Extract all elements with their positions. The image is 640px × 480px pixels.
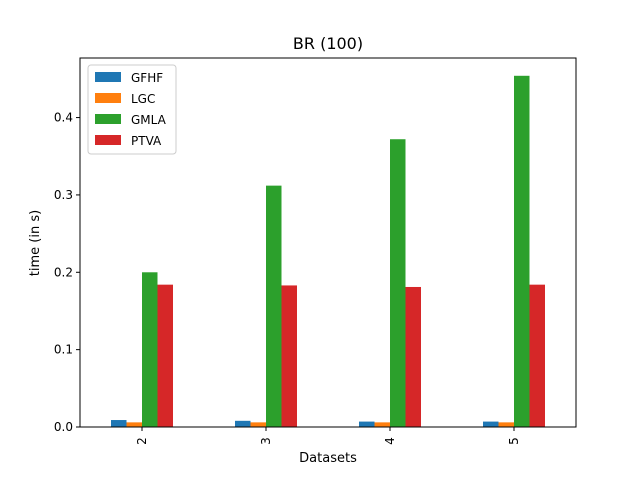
- x-tick-label: 3: [259, 437, 273, 445]
- bar-ptva-5: [529, 284, 545, 427]
- legend-box: [87, 64, 177, 155]
- bar-ptva-3: [281, 285, 297, 427]
- bar-ptva-4: [405, 286, 421, 427]
- legend-label-lgc: LGC: [131, 92, 155, 106]
- bar-gmla-3: [266, 185, 282, 427]
- x-axis-label: Datasets: [299, 451, 357, 466]
- legend-swatch-gmla: [95, 114, 121, 124]
- bar-gfhf-3: [235, 420, 251, 427]
- bar-gmla-4: [390, 139, 406, 427]
- y-tick-label: 0.0: [54, 420, 73, 434]
- legend-swatch-lgc: [95, 93, 121, 103]
- bar-lgc-3: [250, 422, 266, 427]
- legend-swatch-gfhf: [95, 72, 121, 82]
- bar-gmla-2: [142, 272, 158, 427]
- legend-label-gfhf: GFHF: [131, 71, 163, 85]
- legend: GFHF LGC GMLA PTVA: [87, 64, 177, 155]
- y-tick-label: 0.2: [54, 265, 73, 279]
- bar-gfhf-5: [483, 421, 499, 427]
- bar-lgc-5: [498, 422, 514, 427]
- bar-lgc-2: [126, 422, 142, 427]
- y-tick-label: 0.1: [54, 343, 73, 357]
- bar-gfhf-2: [111, 420, 127, 427]
- x-tick-label: 4: [383, 437, 397, 445]
- x-tick-label: 2: [135, 437, 149, 445]
- y-tick-label: 0.3: [54, 188, 73, 202]
- bar-gfhf-4: [359, 421, 375, 427]
- chart-title: BR (100): [293, 34, 363, 53]
- axes-frame: [79, 57, 577, 428]
- y-axis-label: time (in s): [28, 210, 43, 276]
- bar-ptva-2: [157, 284, 173, 427]
- y-tick-label: 0.4: [54, 111, 73, 125]
- plot-area: 0.0 0.1 0.2 0.3 0.4 2 3 4 5: [54, 57, 577, 445]
- legend-swatch-ptva: [95, 135, 121, 145]
- legend-label-ptva: PTVA: [131, 134, 162, 148]
- legend-label-gmla: GMLA: [131, 113, 167, 127]
- bar-gmla-5: [514, 75, 530, 427]
- x-tick-label: 5: [507, 437, 521, 445]
- bar-lgc-4: [374, 422, 390, 427]
